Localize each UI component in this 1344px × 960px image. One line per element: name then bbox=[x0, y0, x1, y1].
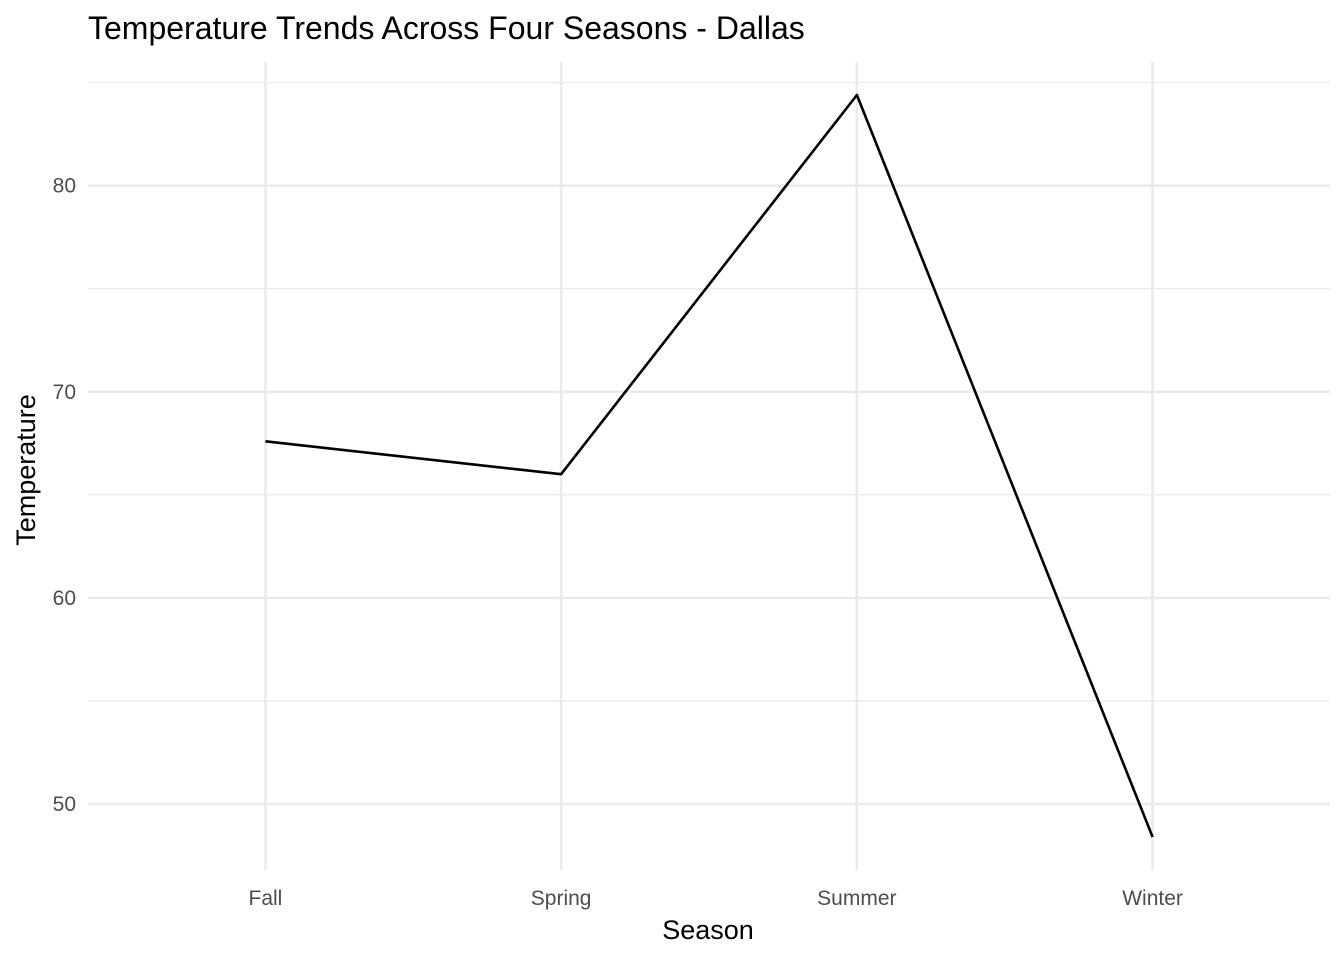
chart-title: Temperature Trends Across Four Seasons -… bbox=[88, 10, 805, 46]
major-x-gridlines bbox=[264, 62, 1154, 870]
temperature-series-line bbox=[265, 93, 1154, 838]
plot-panel bbox=[88, 62, 1330, 870]
y-axis-tick-labels: 50 60 70 80 bbox=[53, 175, 76, 816]
x-tick-label: Spring bbox=[531, 887, 592, 910]
x-axis-title: Season bbox=[662, 915, 754, 945]
x-tick-label: Summer bbox=[817, 887, 896, 910]
y-tick-label: 50 bbox=[53, 793, 76, 816]
y-tick-label: 70 bbox=[53, 381, 76, 404]
minor-gridlines bbox=[88, 81, 1330, 702]
x-tick-label: Winter bbox=[1122, 887, 1183, 910]
x-axis-tick-labels: Fall Spring Summer Winter bbox=[249, 887, 1183, 910]
x-tick-label: Fall bbox=[249, 887, 283, 910]
major-y-gridlines bbox=[88, 184, 1330, 806]
y-tick-label: 60 bbox=[53, 587, 76, 610]
y-tick-label: 80 bbox=[53, 175, 76, 198]
y-axis-title: Temperature bbox=[11, 394, 41, 546]
